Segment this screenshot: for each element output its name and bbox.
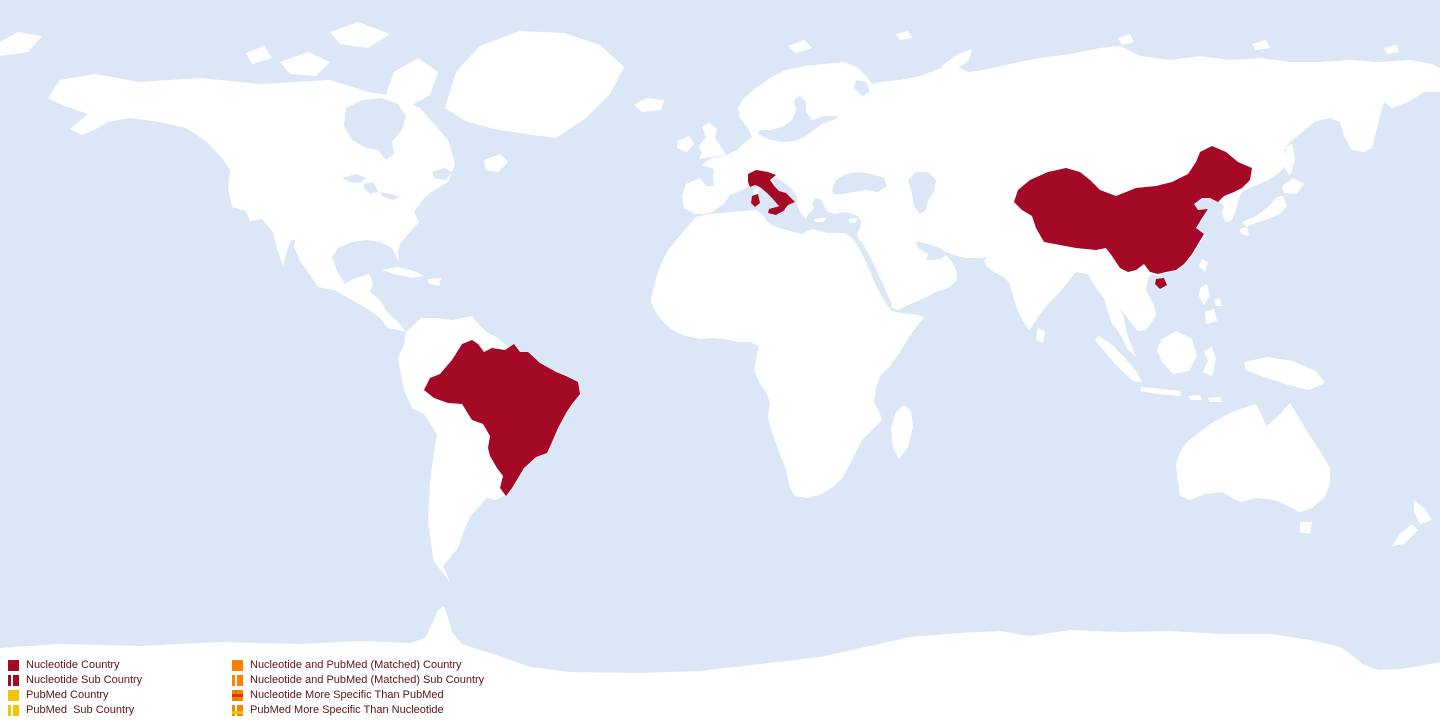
landmass-antarctica [0,606,1440,720]
island-mindanao [1205,309,1217,324]
island-visayas [1214,298,1222,306]
island-crete [814,218,826,222]
island-sakhalin [1285,143,1295,176]
legend: Nucleotide Country Nucleotide Sub Countr… [8,658,484,718]
island-hispaniola [428,278,441,286]
island-sumatra [1095,336,1142,382]
legend-item-nucleotide-more-specific: Nucleotide More Specific Than PubMed [232,688,484,703]
highlighted-countries [424,146,1252,496]
gulf-st-lawrence [432,168,452,180]
red-sea [856,240,893,308]
island-nz-north [1414,500,1432,524]
island-newfoundland [484,154,508,172]
island-banks [246,46,272,64]
great-lakes-3 [380,192,400,200]
island-ireland [677,136,694,152]
matched-sub-country-swatch-icon [232,675,243,686]
legend-item-label: Nucleotide and PubMed (Matched) Country [250,659,462,671]
island-cuba [382,267,424,278]
country-italy-mainland [748,170,795,210]
island-victoria [280,52,330,76]
country-italy-sicily [768,206,785,215]
nucleotide-sub-country-swatch-icon [8,675,19,686]
great-lakes-2 [364,182,378,194]
country-italy-sardinia [751,194,760,207]
island-lesser-sunda-1 [1188,395,1202,400]
legend-item-nucleotide-sub-country: Nucleotide Sub Country [8,673,142,688]
persian-gulf [917,241,943,256]
island-nz-south [1392,524,1418,546]
island-baffin [384,58,438,107]
matched-country-swatch-icon [232,660,243,671]
island-sri-lanka [1036,328,1045,343]
island-ellesmere [330,22,390,48]
legend-item-label: PubMed More Specific Than Nucleotide [250,704,444,716]
country-china-hainan [1155,278,1167,289]
island-java [1140,387,1181,396]
island-new-guinea [1244,357,1325,390]
island-tasmania [1300,522,1312,534]
island-corsica [753,187,759,195]
island-borneo [1157,331,1197,374]
island-new-siberian [1252,40,1270,50]
landmass-africa [651,210,924,498]
legend-item-label: Nucleotide Country [26,659,120,671]
legend-item-label: Nucleotide Sub Country [26,674,143,686]
island-great-britain [699,122,726,159]
legend-item-nucleotide-country: Nucleotide Country [8,658,142,673]
baltic-sea [758,96,838,142]
island-kyushu [1240,227,1249,236]
island-sulawesi [1203,347,1216,376]
black-sea [832,172,887,194]
island-severnaya-zemlya [1118,34,1134,45]
island-franz-josef [896,31,912,40]
pubmed-more-specific-swatch-icon [232,705,243,716]
caspian-sea [908,172,936,214]
country-china [1014,146,1252,274]
great-lakes-1 [342,174,366,183]
island-cyprus [849,218,858,223]
inland-seas [283,80,943,308]
island-wrangel [1384,45,1399,54]
legend-item-matched-country: Nucleotide and PubMed (Matched) Country [232,658,484,673]
legend-item-label: PubMed Sub Country [26,704,135,716]
island-luzon [1199,284,1210,305]
island-honshu [1242,196,1287,227]
pubmed-country-swatch-icon [8,690,19,701]
gulf-of-california [283,239,296,265]
legend-item-label: Nucleotide More Specific Than PubMed [250,689,444,701]
island-taiwan [1199,259,1208,272]
white-sea [854,80,870,96]
pubmed-sub-country-swatch-icon [8,705,19,716]
island-madagascar [891,405,913,459]
island-greenland [445,31,624,138]
island-lesser-sunda-2 [1208,397,1222,402]
country-brazil [424,340,580,496]
legend-column-2: Nucleotide and PubMed (Matched) Country … [232,658,484,718]
legend-column-1: Nucleotide Country Nucleotide Sub Countr… [8,658,142,718]
island-chukotka-west-edge [0,32,42,56]
legend-item-pubmed-sub-country: PubMed Sub Country [8,703,142,718]
legend-item-label: PubMed Country [26,689,109,701]
island-svalbard [788,40,812,53]
nucleotide-more-specific-swatch-icon [232,690,243,701]
island-iceland [634,98,664,112]
hudson-bay [344,98,406,160]
legend-item-matched-sub-country: Nucleotide and PubMed (Matched) Sub Coun… [232,673,484,688]
legend-item-pubmed-country: PubMed Country [8,688,142,703]
legend-item-pubmed-more-specific: PubMed More Specific Than Nucleotide [232,703,484,718]
legend-item-label: Nucleotide and PubMed (Matched) Sub Coun… [250,674,485,686]
nucleotide-country-swatch-icon [8,660,19,671]
landmass-australia [1176,403,1330,512]
island-hokkaido [1282,178,1304,194]
